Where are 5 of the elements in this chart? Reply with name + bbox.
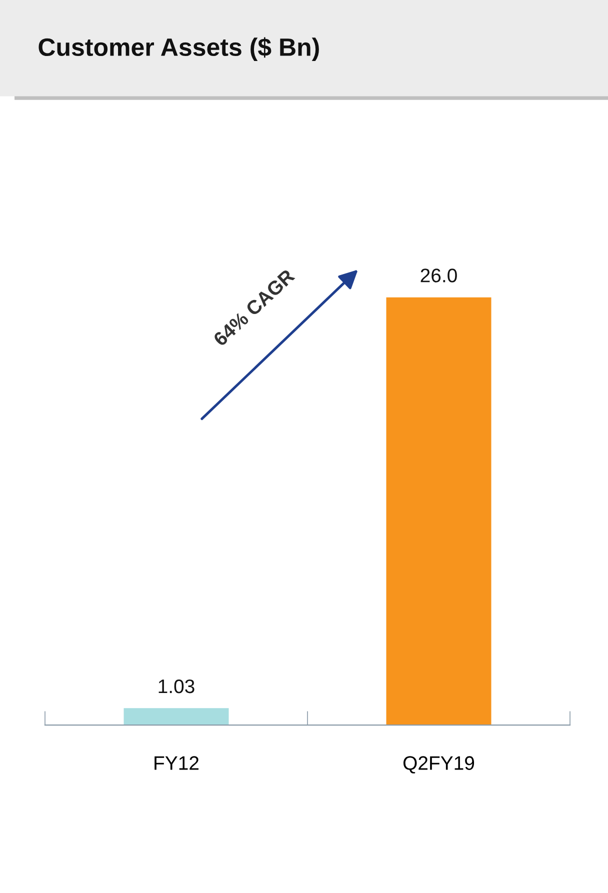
x-tick-label: FY12 <box>154 756 199 770</box>
data-label: 26.0 <box>420 268 457 282</box>
data-label: 1.03 <box>158 679 194 694</box>
chart-title: Customer Assets ($ Bn) <box>38 37 319 61</box>
x-tick-label: Q2FY19 <box>403 756 474 774</box>
